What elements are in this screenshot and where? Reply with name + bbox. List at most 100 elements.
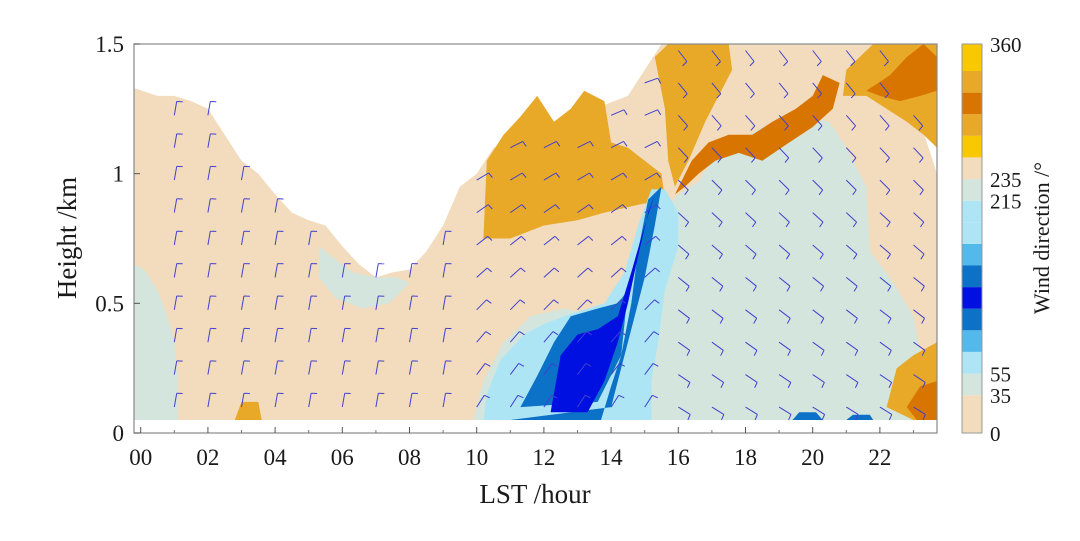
region-darkorange-right-low bbox=[906, 381, 937, 420]
wind-barb bbox=[241, 295, 245, 310]
x-tick-label: 10 bbox=[465, 445, 488, 470]
wind-barb-flag bbox=[883, 61, 889, 67]
wind-barb-flag bbox=[751, 221, 757, 228]
wind-barb bbox=[678, 374, 691, 383]
wind-barb-flag bbox=[920, 285, 925, 292]
wind-barb bbox=[577, 331, 587, 343]
colorbar-frame bbox=[961, 43, 983, 434]
wind-barb-flag bbox=[685, 253, 690, 260]
wind-barb bbox=[846, 374, 859, 383]
wind-barb bbox=[476, 331, 487, 343]
wind-barb-flag bbox=[587, 299, 593, 304]
region-blue-band bbox=[510, 186, 662, 420]
wind-barb-flag bbox=[652, 362, 659, 367]
wind-barb bbox=[812, 179, 824, 191]
wind-barb bbox=[173, 231, 178, 246]
colorbar-swatch bbox=[962, 157, 982, 180]
wind-barb bbox=[207, 360, 211, 375]
wind-barb bbox=[644, 235, 657, 246]
wind-barb bbox=[341, 360, 346, 375]
wind-barb-flag bbox=[654, 299, 660, 304]
wind-barb bbox=[543, 299, 555, 311]
wind-barb bbox=[476, 204, 489, 214]
wind-barb-flag bbox=[623, 141, 628, 147]
wind-barb-flag bbox=[887, 285, 892, 292]
x-tick-label: 22 bbox=[868, 445, 891, 470]
colorbar-swatch bbox=[962, 44, 982, 71]
colorbar-tick-label: 55 bbox=[990, 363, 1011, 387]
colorbar-label: Wind direction /° bbox=[1029, 162, 1054, 314]
wind-barb bbox=[745, 212, 757, 223]
wind-barb-flag bbox=[854, 350, 859, 356]
wind-barb bbox=[879, 147, 890, 159]
wind-barb bbox=[812, 212, 824, 223]
region-blue-spots-20h bbox=[792, 412, 823, 420]
wind-barb bbox=[845, 147, 857, 159]
x-tick-label: 14 bbox=[600, 445, 624, 470]
wind-barb bbox=[173, 393, 178, 408]
wind-barb bbox=[644, 204, 657, 214]
wind-barb-flag bbox=[853, 285, 858, 292]
wind-barb bbox=[644, 172, 657, 181]
wind-barb bbox=[543, 235, 556, 246]
wind-barb-flag bbox=[620, 299, 626, 304]
y-tick-label: 1.5 bbox=[95, 32, 124, 57]
wind-barb-flag bbox=[551, 394, 558, 399]
wind-barb bbox=[610, 204, 623, 214]
wind-barb bbox=[745, 341, 758, 351]
colorbar-swatch bbox=[962, 243, 982, 266]
wind-barb bbox=[879, 374, 892, 383]
wind-barb bbox=[173, 198, 178, 213]
wind-barb bbox=[241, 263, 245, 278]
wind-barb bbox=[510, 140, 524, 149]
wind-barb-flag bbox=[721, 414, 725, 421]
wind-barb bbox=[476, 172, 489, 181]
wind-barb bbox=[879, 244, 891, 255]
wind-barb-flag bbox=[521, 172, 527, 179]
wind-barb-flag bbox=[820, 318, 825, 324]
wind-barb bbox=[442, 328, 446, 343]
x-tick-label: 08 bbox=[398, 445, 421, 470]
wind-barb bbox=[711, 114, 722, 127]
wind-barb bbox=[577, 267, 589, 278]
wind-barb bbox=[375, 328, 379, 343]
wind-barb bbox=[375, 360, 379, 375]
wind-barb bbox=[308, 360, 312, 375]
wind-barb-flag bbox=[684, 221, 690, 228]
wind-barb-flag bbox=[884, 93, 890, 99]
wind-barb-flag bbox=[720, 382, 725, 389]
wind-barb-flag bbox=[552, 362, 558, 367]
wind-barb bbox=[846, 406, 859, 415]
wind-barb bbox=[879, 277, 892, 287]
wind-barb-flag bbox=[850, 93, 856, 99]
wind-barb-flag bbox=[787, 382, 792, 389]
wind-barb bbox=[745, 50, 755, 62]
wind-barb bbox=[610, 395, 620, 408]
wind-barb bbox=[274, 360, 278, 375]
wind-barb-flag bbox=[520, 267, 526, 273]
wind-barb bbox=[207, 198, 211, 213]
x-tick-label: 02 bbox=[196, 445, 219, 470]
colorbar-swatch bbox=[962, 222, 982, 244]
wind-barb bbox=[879, 341, 892, 351]
wind-barb bbox=[677, 179, 689, 191]
wind-barb bbox=[745, 114, 756, 127]
wind-barb-flag bbox=[484, 362, 491, 367]
wind-barb bbox=[543, 363, 553, 375]
wind-barb bbox=[409, 263, 413, 278]
wind-barb-flag bbox=[720, 350, 724, 356]
wind-barb-flag bbox=[886, 253, 891, 260]
wind-barb bbox=[509, 299, 521, 311]
wind-barb bbox=[207, 133, 211, 148]
wind-barb-flag bbox=[589, 172, 594, 179]
wind-barb-flag bbox=[657, 109, 662, 116]
wind-barb bbox=[308, 295, 312, 310]
wind-barb bbox=[308, 231, 312, 246]
wind-barb bbox=[543, 140, 557, 149]
region-green-left-low bbox=[134, 264, 178, 420]
wind-barb bbox=[845, 179, 857, 191]
wind-barb-flag bbox=[654, 267, 661, 273]
wind-barb bbox=[207, 231, 211, 246]
x-tick-label: 06 bbox=[331, 445, 354, 470]
wind-barb-flag bbox=[718, 221, 723, 228]
